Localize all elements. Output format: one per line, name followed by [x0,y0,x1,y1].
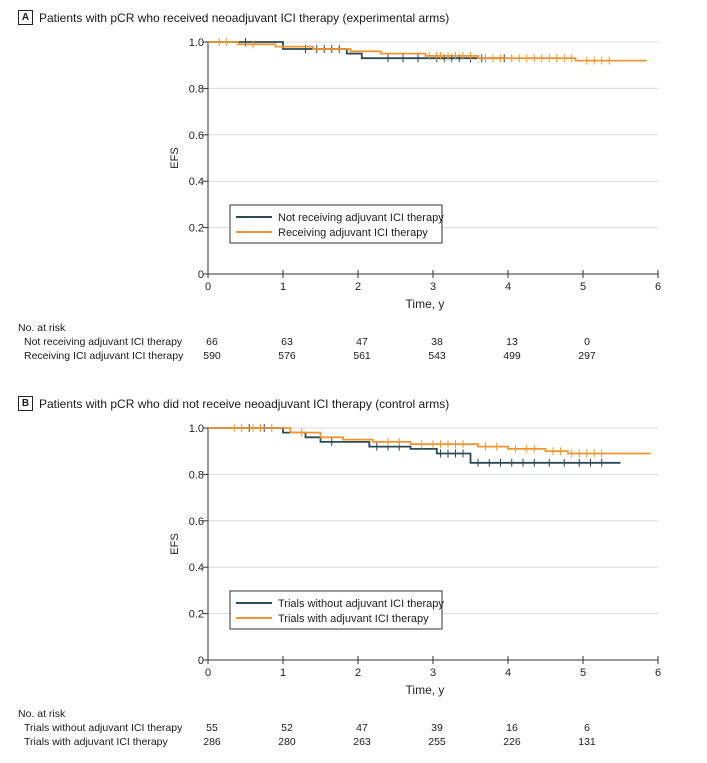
risk-row-label: Trials with adjuvant ICI therapy [24,736,168,748]
chart1-y-tick-label: 0.4 [189,562,204,574]
chart0-x-tick-label: 3 [430,281,436,293]
risk-row-label: Receiving ICI adjuvant ICI therapy [24,350,184,362]
risk-value: 590 [203,350,221,362]
risk-table-a-title: No. at risk [18,322,66,334]
risk-value: 55 [206,722,218,734]
panel-a-letter: A [18,10,33,25]
risk-value: 6 [584,722,590,734]
chart1-x-tick-label: 0 [205,667,211,679]
risk-value: 263 [353,736,371,748]
chart1-x-tick-label: 4 [505,667,511,679]
risk-value: 131 [578,736,596,748]
chart0-legend [229,204,443,244]
risk-value: 39 [431,722,443,734]
chart1-legend [229,590,443,630]
panel-b-title: Patients with pCR who did not receive ne… [39,396,450,411]
chart0-y-tick-label: 1.0 [189,37,204,49]
chart0-series-0-line [208,41,505,60]
chart0-y-tick-label: 0.8 [189,83,204,95]
chart1-x-tick-label: 1 [280,667,286,679]
chart0-legend-label-1: Receiving adjuvant ICI therapy [278,227,428,239]
chart1-x-tick-label: 2 [355,667,361,679]
chart1-x-axis-label: Time, y [406,683,445,697]
chart0-y-tick-label: 0.4 [189,176,204,188]
chart1-x-tick-label: 3 [430,667,436,679]
risk-value: 561 [353,350,371,362]
chart1-y-tick-label: 0.8 [189,469,204,481]
risk-value: 47 [356,336,368,348]
risk-value: 286 [203,736,221,748]
risk-value: 66 [206,336,218,348]
risk-table-b-title: No. at risk [18,708,66,720]
chart1-legend-label-0: Trials without adjuvant ICI therapy [278,598,444,610]
chart0-x-tick-label: 5 [580,281,586,293]
chart1-y-axis-label: EFS [169,533,181,554]
risk-row-label: Not receiving adjuvant ICI therapy [24,336,183,348]
panel-a-header: A Patients with pCR who received neoadju… [18,10,449,25]
chart0-x-tick-label: 0 [205,281,211,293]
panel-b-letter: B [18,396,33,411]
risk-value: 280 [278,736,296,748]
risk-value: 13 [506,336,518,348]
risk-table-b: No. at risk Trials without adjuvant ICI … [18,708,698,753]
chart0-x-axis-label: Time, y [406,297,445,311]
risk-value: 255 [428,736,446,748]
chart0-x-tick-label: 2 [355,281,361,293]
risk-value: 47 [356,722,368,734]
risk-value: 16 [506,722,518,734]
chart0-x-tick-label: 4 [505,281,511,293]
risk-value: 63 [281,336,293,348]
chart1-series-0-line [208,427,621,464]
risk-row-label: Trials without adjuvant ICI therapy [24,722,183,734]
risk-value: 543 [428,350,446,362]
chart0-x-tick-label: 1 [280,281,286,293]
risk-value: 38 [431,336,443,348]
chart1-y-tick-label: 0.6 [189,516,204,528]
risk-value: 576 [278,350,296,362]
chart0-y-tick-label: 0.6 [189,130,204,142]
chart1-x-tick-label: 5 [580,667,586,679]
chart1-series-1-line [208,427,651,455]
chart1-y-tick-label: 0.2 [189,609,204,621]
risk-value: 226 [503,736,521,748]
chart0-y-axis-label: EFS [169,147,181,168]
chart1-x-tick-label: 6 [655,667,661,679]
panel-b-header: B Patients with pCR who did not receive … [18,396,449,411]
chart-a: 0 0.2 0.4 0.6 0.8 1.0 0 1 2 3 4 5 6 Time, y EFS Not rec… [169,37,661,311]
risk-value: 297 [578,350,596,362]
chart0-series-1-line [208,41,647,62]
chart-b: 0 0.2 0.4 0.6 0.8 1.0 0 1 2 3 4 5 6 Time, y EFS Trials … [169,423,661,697]
panel-a-title: Patients with pCR who received neoadjuva… [39,10,450,25]
chart0-y-tick-label: 0 [198,269,204,281]
chart1-y-tick-label: 1.0 [189,423,204,435]
risk-table-a: No. at risk Not receiving adjuvant ICI t… [18,322,698,367]
chart0-legend-label-0: Not receiving adjuvant ICI therapy [278,212,444,224]
chart1-y-tick-label: 0 [198,655,204,667]
risk-value: 0 [584,336,590,348]
risk-value: 499 [503,350,521,362]
risk-value: 52 [281,722,293,734]
chart1-legend-label-1: Trials with adjuvant ICI therapy [278,613,429,625]
chart0-y-tick-label: 0.2 [189,223,204,235]
chart0-x-tick-label: 6 [655,281,661,293]
